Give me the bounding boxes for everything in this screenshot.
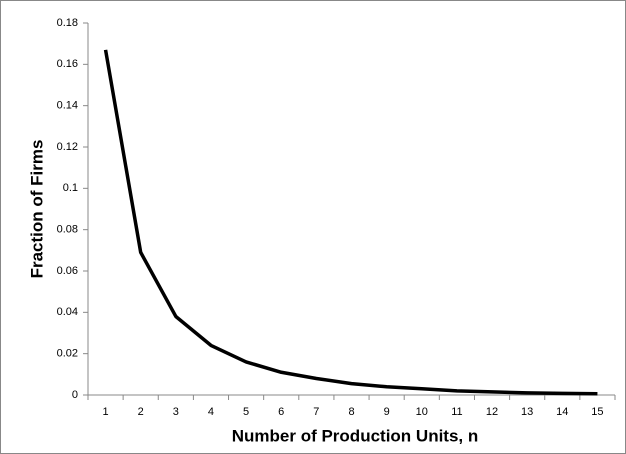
x-tick-label: 15 bbox=[591, 406, 603, 418]
x-tick-label: 5 bbox=[243, 406, 249, 418]
x-tick-label: 9 bbox=[384, 406, 390, 418]
y-tick-label: 0 bbox=[72, 389, 78, 401]
data-line bbox=[103, 49, 598, 396]
y-tick-label: 0.02 bbox=[57, 348, 78, 360]
y-tick-label: 0.16 bbox=[57, 58, 78, 70]
y-axis-title: Fraction of Firms bbox=[27, 140, 46, 279]
y-tick-label: 0.04 bbox=[57, 306, 78, 318]
y-tick-label: 0.1 bbox=[63, 182, 78, 194]
x-tick-label: 4 bbox=[208, 406, 214, 418]
x-tick-label: 3 bbox=[173, 406, 179, 418]
x-tick-label: 7 bbox=[313, 406, 319, 418]
y-tick-label: 0.12 bbox=[57, 141, 78, 153]
x-tick-label: 14 bbox=[556, 406, 568, 418]
x-tick-label: 8 bbox=[348, 406, 354, 418]
y-tick-label: 0.18 bbox=[57, 17, 78, 29]
x-tick-label: 10 bbox=[416, 406, 428, 418]
x-tick-label: 11 bbox=[451, 406, 462, 418]
x-tick-label: 6 bbox=[278, 406, 284, 418]
x-tick-label: 2 bbox=[138, 406, 144, 418]
x-tick-label: 13 bbox=[521, 406, 533, 418]
x-tick-label: 1 bbox=[103, 406, 109, 418]
y-tick-label: 0.14 bbox=[57, 100, 78, 112]
x-axis-title: Number of Production Units, n bbox=[232, 426, 479, 445]
y-tick-label: 0.08 bbox=[57, 224, 78, 236]
x-tick-label: 12 bbox=[486, 406, 498, 418]
y-tick-label: 0.06 bbox=[57, 265, 78, 277]
